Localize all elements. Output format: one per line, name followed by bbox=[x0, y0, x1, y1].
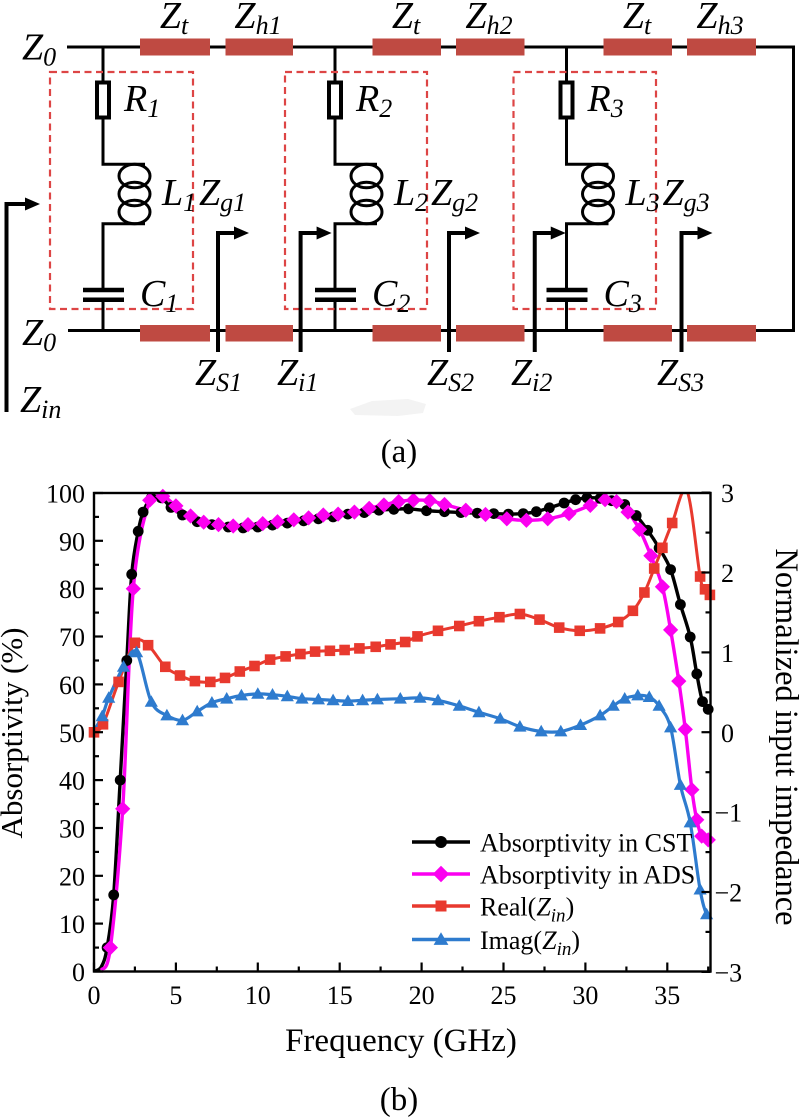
svg-text:L1: L1 bbox=[161, 172, 196, 217]
svg-text:80: 80 bbox=[59, 575, 85, 604]
svg-text:20: 20 bbox=[409, 981, 435, 1010]
svg-text:90: 90 bbox=[59, 527, 85, 556]
svg-text:50: 50 bbox=[59, 719, 85, 748]
svg-text:Absorptivity in CST: Absorptivity in CST bbox=[480, 829, 692, 858]
svg-text:35: 35 bbox=[654, 981, 680, 1010]
svg-text:(b): (b) bbox=[380, 1082, 418, 1118]
svg-text:0: 0 bbox=[721, 719, 734, 748]
svg-text:Absorptivity (%): Absorptivity (%) bbox=[0, 628, 29, 839]
svg-text:ZS1: ZS1 bbox=[195, 352, 242, 397]
svg-text:Zh1: Zh1 bbox=[234, 0, 281, 40]
svg-text:−2: −2 bbox=[715, 879, 743, 908]
svg-text:40: 40 bbox=[59, 767, 85, 796]
svg-text:−1: −1 bbox=[715, 799, 743, 828]
svg-text:60: 60 bbox=[59, 671, 85, 700]
svg-text:3: 3 bbox=[721, 479, 734, 508]
svg-text:−3: −3 bbox=[715, 958, 743, 987]
svg-text:C1: C1 bbox=[140, 273, 178, 318]
svg-text:1: 1 bbox=[721, 639, 734, 668]
svg-text:10: 10 bbox=[245, 981, 271, 1010]
svg-text:ZS3: ZS3 bbox=[657, 352, 704, 397]
svg-text:70: 70 bbox=[59, 623, 85, 652]
svg-text:15: 15 bbox=[327, 981, 353, 1010]
svg-text:100: 100 bbox=[46, 480, 85, 509]
svg-text:10: 10 bbox=[59, 910, 85, 939]
svg-text:Real(Zin): Real(Zin) bbox=[480, 893, 574, 927]
svg-text:30: 30 bbox=[59, 815, 85, 844]
svg-text:Frequency (GHz): Frequency (GHz) bbox=[285, 1023, 517, 1059]
svg-text:(a): (a) bbox=[381, 434, 418, 470]
svg-text:Absorptivity in ADS: Absorptivity in ADS bbox=[480, 861, 695, 890]
svg-text:0: 0 bbox=[88, 981, 101, 1010]
svg-text:5: 5 bbox=[169, 981, 182, 1010]
svg-text:Zi2: Zi2 bbox=[511, 352, 552, 397]
svg-text:2: 2 bbox=[721, 559, 734, 588]
svg-text:20: 20 bbox=[59, 862, 85, 891]
svg-text:0: 0 bbox=[72, 958, 85, 987]
svg-text:25: 25 bbox=[491, 981, 517, 1010]
svg-text:Normalized input impedance: Normalized input impedance bbox=[768, 548, 800, 925]
svg-text:30: 30 bbox=[572, 981, 598, 1010]
